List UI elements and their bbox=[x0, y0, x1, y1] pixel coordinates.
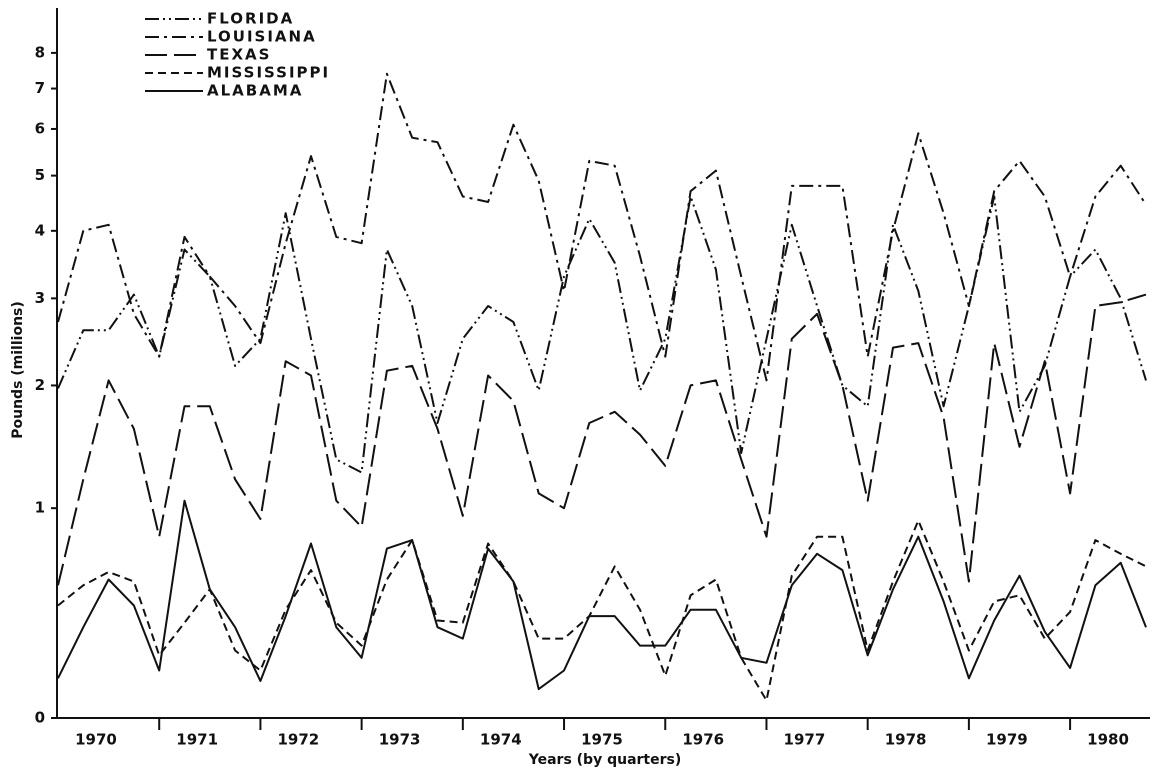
y-tick-label: 6 bbox=[35, 119, 45, 137]
y-axis-label: Pounds (millions) bbox=[10, 301, 26, 439]
x-tick-label: 1971 bbox=[176, 731, 218, 749]
y-tick-label: 4 bbox=[35, 221, 45, 239]
x-tick-label: 1975 bbox=[581, 731, 623, 749]
series-line bbox=[57, 72, 1147, 382]
y-tick-label: 3 bbox=[35, 289, 45, 307]
y-tick-label: 2 bbox=[35, 376, 45, 394]
x-tick-label: 1973 bbox=[379, 731, 421, 749]
legend-label: LOUISIANA bbox=[207, 28, 317, 46]
y-tick-label: 8 bbox=[35, 43, 45, 61]
y-tick-label: 1 bbox=[35, 499, 45, 517]
x-tick-label: 1970 bbox=[75, 731, 117, 749]
y-tick-label: 0 bbox=[35, 709, 45, 727]
legend-label: TEXAS bbox=[207, 46, 271, 64]
x-tick-label: 1972 bbox=[277, 731, 319, 749]
legend-label: MISSISSIPPI bbox=[207, 64, 330, 82]
series-line bbox=[57, 519, 1147, 702]
x-tick-label: 1976 bbox=[682, 731, 724, 749]
legend-label: ALABAMA bbox=[207, 82, 303, 100]
series-line bbox=[57, 499, 1147, 691]
x-tick-label: 1977 bbox=[784, 731, 826, 749]
x-tick-label: 1978 bbox=[885, 731, 927, 749]
x-tick-label: 1974 bbox=[480, 731, 522, 749]
y-tick-label: 5 bbox=[35, 166, 45, 184]
series-line bbox=[57, 293, 1147, 586]
legend-label: FLORIDA bbox=[207, 10, 294, 28]
series-line bbox=[57, 195, 1147, 474]
x-axis-label: Years (by quarters) bbox=[528, 752, 682, 768]
y-tick-label: 7 bbox=[35, 79, 45, 97]
x-tick-label: 1979 bbox=[986, 731, 1028, 749]
x-tick-label: 1980 bbox=[1087, 731, 1129, 749]
